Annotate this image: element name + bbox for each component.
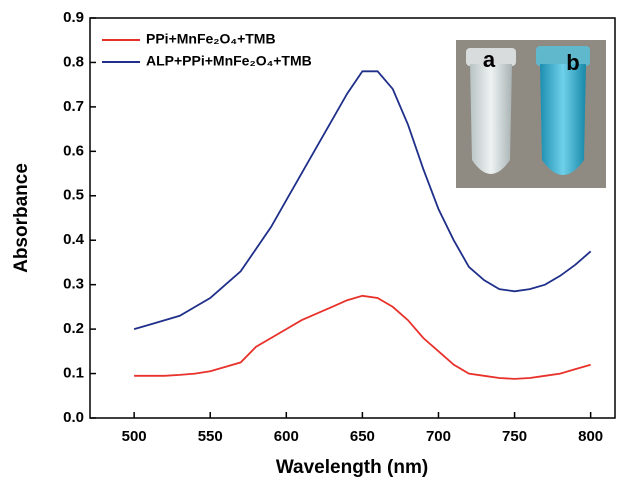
x-axis-title: Wavelength (nm)	[276, 457, 428, 478]
y-tick-label: 0.8	[63, 53, 84, 70]
inset-label: b	[566, 50, 579, 75]
x-tick-label: 750	[502, 428, 527, 445]
y-tick-label: 0.0	[63, 409, 84, 426]
y-tick-label: 0.6	[63, 142, 84, 159]
x-tick-label: 700	[426, 428, 451, 445]
plot-frame	[89, 17, 616, 419]
x-tick-label: 800	[578, 428, 603, 445]
legend-label: ALP+PPi+MnFe₂O₄+TMB	[146, 53, 312, 69]
y-tick-label: 0.3	[63, 276, 84, 293]
y-axis-title: Absorbance	[11, 163, 32, 273]
y-tick-label: 0.2	[63, 320, 84, 337]
y-tick-label: 0.4	[63, 231, 85, 248]
x-tick-label: 650	[350, 428, 375, 445]
x-tick-label: 550	[198, 428, 223, 445]
x-tick-label: 600	[274, 428, 299, 445]
series-line	[133, 70, 592, 330]
y-tick-label: 0.1	[63, 365, 84, 382]
y-tick-label: 0.5	[63, 187, 84, 204]
x-tick-label: 500	[122, 428, 147, 445]
series-line	[134, 294, 591, 380]
y-tick-label: 0.7	[63, 98, 84, 115]
legend-label: PPi+MnFe₂O₄+TMB	[146, 31, 276, 47]
inset-photo	[456, 40, 606, 188]
y-tick-label: 0.9	[63, 9, 84, 26]
inset-label: a	[483, 47, 496, 72]
